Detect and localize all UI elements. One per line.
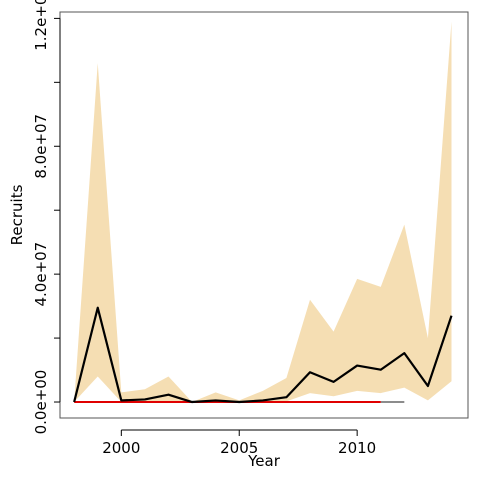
confidence-band <box>74 21 452 403</box>
y-tick-label: 1.2e+08 <box>32 0 50 51</box>
y-tick-label: 4.0e+07 <box>32 242 50 307</box>
y-tick-label: 8.0e+07 <box>32 114 50 179</box>
x-tick-label: 2010 <box>338 439 376 457</box>
x-tick-label: 2000 <box>102 439 140 457</box>
y-axis-title: Recruits <box>8 184 26 245</box>
x-axis-title: Year <box>247 452 281 470</box>
recruits-estimate-line <box>73 306 453 404</box>
confidence-band-layer <box>74 21 452 403</box>
y-tick-label: 0.0e+00 <box>32 370 50 435</box>
series-line-layer <box>73 306 453 404</box>
x-tick-label: 2005 <box>220 439 258 457</box>
axis-layer: 2000 2005 2010 0.0e+00 4.0e+07 8.0e+07 1.2e+08 <box>32 0 376 457</box>
